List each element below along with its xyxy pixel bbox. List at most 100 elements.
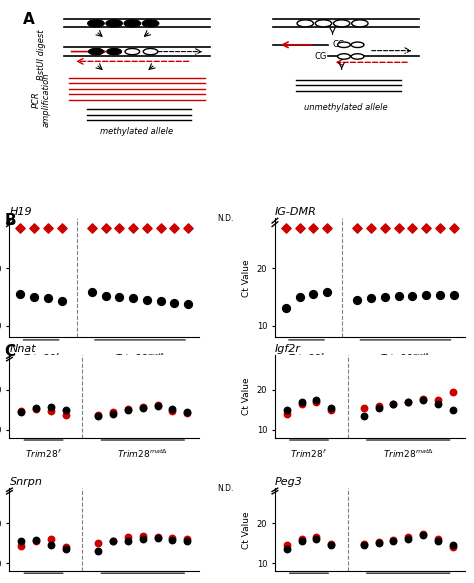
Point: [404, 532, 412, 542]
Point: [30, 292, 38, 301]
Text: Nnat: Nnat: [9, 344, 36, 354]
Point: [360, 411, 368, 420]
Point: [154, 401, 161, 410]
Text: $Trim28^f$: $Trim28^f$: [23, 352, 60, 364]
Y-axis label: Ct Value: Ct Value: [242, 259, 251, 297]
Text: $Trim28^{mat\Delta}$: $Trim28^{mat\Delta}$: [383, 581, 434, 583]
Y-axis label: Ct Value: Ct Value: [242, 511, 251, 549]
Point: [449, 387, 456, 396]
Text: PCR
amplification: PCR amplification: [32, 72, 51, 127]
Point: [139, 403, 146, 413]
Point: [360, 539, 368, 549]
Text: Snrpn: Snrpn: [9, 477, 42, 487]
Point: [328, 539, 335, 549]
Point: [62, 545, 70, 554]
Point: [102, 291, 109, 300]
Point: [419, 529, 427, 539]
Circle shape: [125, 48, 140, 55]
Point: [404, 535, 412, 544]
Point: [409, 223, 416, 233]
Point: [323, 223, 331, 233]
Point: [282, 223, 290, 233]
Point: [450, 290, 457, 299]
Text: $Trim28^f$: $Trim28^f$: [291, 581, 328, 583]
Point: [169, 533, 176, 543]
Text: B: B: [5, 213, 17, 228]
Point: [367, 223, 375, 233]
Point: [183, 408, 191, 417]
Point: [434, 536, 442, 546]
Point: [109, 409, 117, 419]
Point: [298, 536, 305, 546]
Text: $Trim28^{mat\Delta}$: $Trim28^{mat\Delta}$: [383, 448, 434, 461]
Circle shape: [107, 48, 121, 55]
Text: $Trim28^f$: $Trim28^f$: [288, 352, 325, 364]
Point: [58, 297, 65, 306]
Point: [32, 405, 40, 414]
Point: [32, 536, 40, 546]
Point: [143, 223, 151, 233]
Point: [32, 535, 40, 545]
Point: [390, 399, 397, 409]
Text: Peg3: Peg3: [275, 477, 303, 487]
Point: [157, 297, 164, 306]
Text: methylated allele: methylated allele: [100, 127, 173, 136]
Y-axis label: Ct Value: Ct Value: [242, 378, 251, 415]
Point: [62, 405, 70, 415]
Point: [47, 402, 55, 412]
Point: [323, 287, 331, 297]
Point: [422, 223, 430, 233]
Point: [310, 223, 317, 233]
Point: [157, 223, 164, 233]
Point: [184, 223, 192, 233]
Circle shape: [142, 20, 159, 27]
Text: $Trim28^{mat\Delta}$: $Trim28^{mat\Delta}$: [115, 352, 165, 364]
Text: $Trim28^{mat\Delta}$: $Trim28^{mat\Delta}$: [118, 448, 168, 461]
Text: CG: CG: [333, 40, 345, 50]
Point: [283, 405, 291, 415]
Point: [313, 395, 320, 405]
Point: [169, 405, 176, 414]
Circle shape: [124, 20, 140, 27]
Circle shape: [351, 54, 364, 59]
Point: [354, 223, 361, 233]
Text: N.D.: N.D.: [217, 484, 233, 493]
Circle shape: [315, 20, 332, 27]
Point: [434, 535, 442, 544]
Point: [395, 223, 402, 233]
Point: [94, 410, 102, 419]
Point: [62, 410, 70, 419]
Point: [183, 535, 191, 544]
Text: unmethylated allele: unmethylated allele: [304, 103, 388, 112]
Point: [30, 223, 38, 233]
Point: [354, 295, 361, 304]
Point: [47, 406, 55, 416]
Point: [124, 532, 132, 542]
Point: [171, 298, 178, 307]
Point: [109, 536, 117, 546]
Circle shape: [334, 20, 350, 27]
Point: [183, 409, 191, 418]
Point: [283, 409, 291, 419]
Point: [298, 397, 305, 406]
Point: [422, 290, 430, 300]
Point: [395, 291, 402, 300]
Point: [139, 531, 146, 540]
Point: [449, 540, 456, 550]
Point: [94, 411, 102, 420]
Point: [94, 546, 102, 556]
Circle shape: [351, 42, 364, 47]
Point: [360, 540, 368, 550]
Point: [116, 292, 123, 301]
Point: [18, 542, 25, 551]
Point: [17, 289, 24, 298]
Point: [58, 223, 65, 233]
Point: [183, 536, 191, 546]
Point: [296, 223, 303, 233]
Point: [434, 395, 442, 405]
Point: [390, 536, 397, 546]
Point: [154, 533, 161, 543]
Point: [434, 399, 442, 409]
Circle shape: [337, 54, 350, 59]
Point: [102, 223, 109, 233]
